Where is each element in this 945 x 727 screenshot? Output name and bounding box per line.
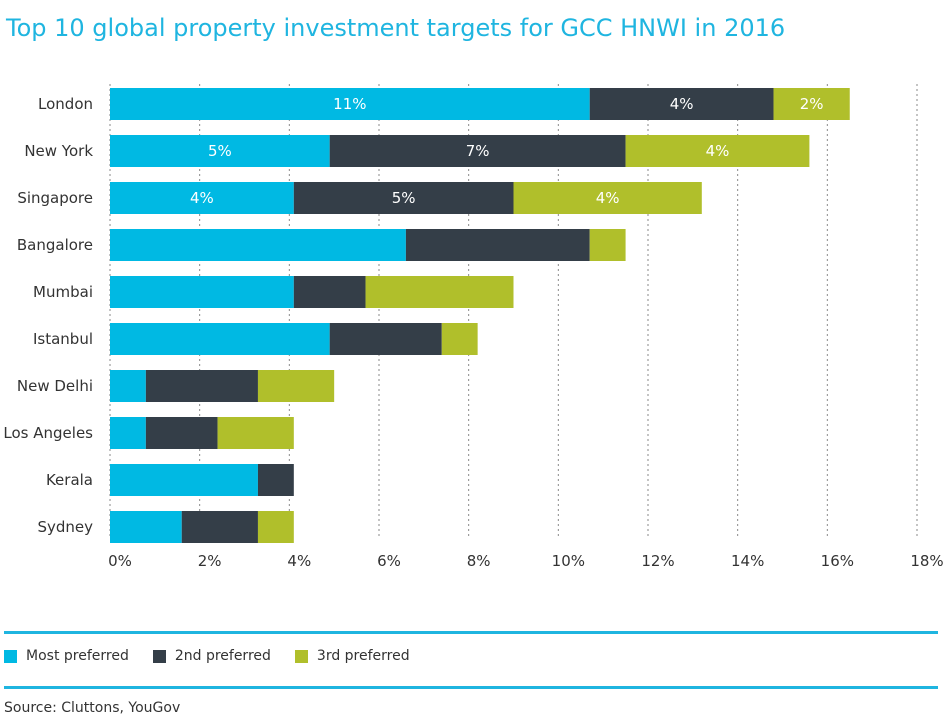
bottom-rule bbox=[4, 686, 938, 689]
category-label-sydney: Sydney bbox=[37, 518, 93, 536]
bar-label-new-york-3rd-preferred: 4% bbox=[706, 142, 730, 160]
category-label-mumbai: Mumbai bbox=[33, 283, 93, 301]
bar-new-delhi-2nd-preferred bbox=[145, 370, 258, 402]
x-tick-label: 10% bbox=[552, 552, 585, 570]
legend-label-most-preferred: Most preferred bbox=[26, 648, 129, 664]
category-label-los-angeles: Los Angeles bbox=[3, 424, 93, 442]
bar-mumbai-most-preferred bbox=[110, 276, 294, 308]
x-tick-label: 2% bbox=[198, 552, 222, 570]
stacked-bar-chart: 11% 4% 2% 5% 7% 4% 4% 5% 4% London New York Singap… bbox=[3, 84, 944, 570]
legend-item-3rd-preferred: 3rd preferred bbox=[294, 648, 410, 664]
bar-mumbai-3rd-preferred bbox=[365, 276, 514, 308]
bar-los-angeles-2nd-preferred bbox=[145, 417, 218, 449]
bar-istanbul-3rd-preferred bbox=[441, 323, 478, 355]
category-label-new-york: New York bbox=[24, 142, 93, 160]
bar-label-london-3rd-preferred: 2% bbox=[800, 95, 824, 113]
bar-london-3rd-preferred bbox=[773, 88, 850, 120]
legend-swatch-2nd-preferred bbox=[152, 649, 166, 663]
bar-kerala-2nd-preferred bbox=[257, 464, 294, 496]
category-label-singapore: Singapore bbox=[17, 189, 93, 207]
x-tick-label: 8% bbox=[467, 552, 491, 570]
category-labels: London New York Singapore Bangalore Mumbai Is… bbox=[3, 95, 93, 536]
legend: Most preferred 2nd preferred 3rd preferr… bbox=[4, 648, 434, 664]
bar-singapore-3rd-preferred bbox=[513, 182, 702, 214]
bar-istanbul-2nd-preferred bbox=[329, 323, 442, 355]
bar-label-new-york-most-preferred: 5% bbox=[208, 142, 232, 160]
legend-item-most-preferred: Most preferred bbox=[4, 648, 129, 664]
bar-new-york-2nd-preferred bbox=[329, 135, 626, 167]
chart-title: Top 10 global property investment target… bbox=[6, 14, 786, 42]
bar-label-london-2nd-preferred: 4% bbox=[670, 95, 694, 113]
x-tick-label: 6% bbox=[377, 552, 401, 570]
bar-new-york-3rd-preferred bbox=[625, 135, 810, 167]
x-tick-label: 4% bbox=[287, 552, 311, 570]
legend-label-2nd-preferred: 2nd preferred bbox=[174, 648, 271, 664]
bar-singapore-2nd-preferred bbox=[293, 182, 514, 214]
category-label-new-delhi: New Delhi bbox=[17, 377, 93, 395]
bar-singapore-most-preferred bbox=[110, 182, 294, 214]
category-label-kerala: Kerala bbox=[46, 471, 93, 489]
bar-labels: 11% 4% 2% 5% 7% 4% 4% 5% 4% bbox=[190, 95, 824, 207]
bar-istanbul-most-preferred bbox=[110, 323, 330, 355]
bar-label-singapore-most-preferred: 4% bbox=[190, 189, 214, 207]
bar-kerala-most-preferred bbox=[110, 464, 258, 496]
bar-los-angeles-3rd-preferred bbox=[217, 417, 294, 449]
bar-sydney-2nd-preferred bbox=[181, 511, 258, 543]
bar-bangalore-3rd-preferred bbox=[589, 229, 626, 261]
legend-swatch-most-preferred bbox=[4, 649, 17, 663]
legend-label-3rd-preferred: 3rd preferred bbox=[316, 648, 410, 664]
legend-item-2nd-preferred: 2nd preferred bbox=[152, 648, 271, 664]
x-tick-labels: 0% 2% 4% 6% 8% 10% 12% 14% 16% 18% bbox=[108, 552, 944, 570]
bar-london-2nd-preferred bbox=[589, 88, 774, 120]
source-note: Source: Cluttons, YouGov bbox=[4, 700, 181, 716]
x-tick-label: 12% bbox=[641, 552, 674, 570]
bar-sydney-3rd-preferred bbox=[257, 511, 294, 543]
bar-new-delhi-most-preferred bbox=[110, 370, 146, 402]
x-tick-label: 14% bbox=[731, 552, 764, 570]
bar-bangalore-most-preferred bbox=[110, 229, 406, 261]
x-tick-label: 0% bbox=[108, 552, 132, 570]
bar-london-most-preferred bbox=[110, 88, 590, 120]
x-tick-label: 16% bbox=[821, 552, 854, 570]
bar-mumbai-2nd-preferred bbox=[293, 276, 366, 308]
bar-los-angeles-most-preferred bbox=[110, 417, 146, 449]
category-label-istanbul: Istanbul bbox=[33, 330, 93, 348]
bar-bangalore-2nd-preferred bbox=[405, 229, 590, 261]
bar-new-delhi-3rd-preferred bbox=[257, 370, 335, 402]
bars bbox=[110, 88, 850, 543]
top-rule bbox=[4, 631, 938, 634]
bar-label-london-most-preferred: 11% bbox=[333, 95, 366, 113]
category-label-london: London bbox=[38, 95, 93, 113]
bar-sydney-most-preferred bbox=[110, 511, 182, 543]
bar-label-singapore-3rd-preferred: 4% bbox=[596, 189, 620, 207]
category-label-bangalore: Bangalore bbox=[17, 236, 93, 254]
x-tick-label: 18% bbox=[910, 552, 943, 570]
legend-swatch-3rd-preferred bbox=[294, 649, 308, 663]
bar-new-york-most-preferred bbox=[110, 135, 330, 167]
bar-label-singapore-2nd-preferred: 5% bbox=[392, 189, 416, 207]
bar-label-new-york-2nd-preferred: 7% bbox=[466, 142, 490, 160]
